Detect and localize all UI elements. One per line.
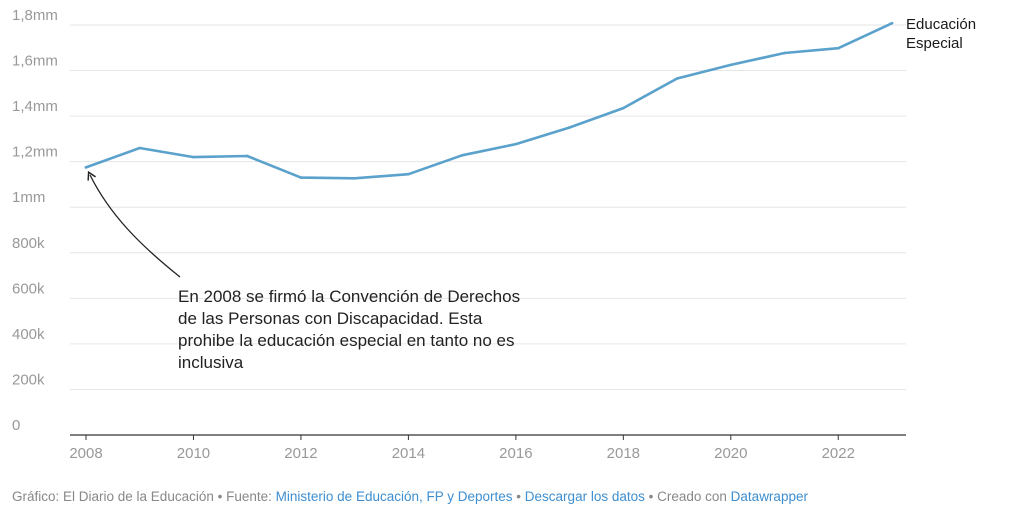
- series-line-educacion-especial: [84, 21, 894, 180]
- y-tick-label: 1,8mm: [12, 7, 58, 24]
- datawrapper-link[interactable]: Datawrapper: [730, 489, 808, 504]
- annotation-text: En 2008 se firmó la Convención de Derech…: [178, 287, 521, 372]
- data-point: [84, 166, 88, 169]
- data-point: [890, 21, 894, 25]
- data-point: [675, 77, 679, 80]
- x-tick-label: 2014: [392, 445, 425, 462]
- x-tick-label: 2020: [714, 445, 747, 462]
- footer-credit: Gráfico: El Diario de la Educación: [12, 489, 214, 504]
- data-point: [192, 155, 195, 159]
- x-tick-label: 2022: [822, 445, 855, 462]
- line-chart: 0 200k 400k 600k 800k 1mm 1,2mm 1,4mm 1,6mm 1,8mm…: [12, 7, 976, 462]
- y-tick-label: 200k: [12, 371, 45, 388]
- y-tick-label: 0: [12, 417, 20, 434]
- x-tick-label: 2010: [177, 445, 210, 462]
- data-point: [568, 126, 571, 129]
- data-point: [514, 142, 518, 146]
- chart-footer: Gráfico: El Diario de la Educación • Fue…: [12, 489, 808, 504]
- data-point: [407, 172, 410, 176]
- data-point: [622, 106, 625, 110]
- data-point: [245, 154, 249, 158]
- series-layer: Educación Especial: [84, 16, 976, 180]
- footer-created-with: • Creado con: [648, 489, 727, 504]
- y-axis: 0 200k 400k 600k 800k 1mm 1,2mm 1,4mm 1,6mm 1,8mm: [12, 7, 58, 434]
- y-tick-label: 400k: [12, 326, 45, 343]
- y-tick-label: 1mm: [12, 189, 45, 206]
- y-tick-label: 1,4mm: [12, 98, 58, 115]
- data-point: [138, 146, 142, 150]
- series-label: Educación Especial: [906, 16, 976, 52]
- data-point: [836, 46, 840, 50]
- x-tick-label: 2016: [499, 445, 532, 462]
- x-tick-label: 2008: [69, 445, 102, 462]
- x-axis: 2008 2010 2012 2014 2016 2018 2020 2022: [69, 435, 855, 462]
- gridlines: [70, 24, 906, 436]
- data-point: [783, 51, 786, 55]
- download-data-link[interactable]: Descargar los datos: [524, 489, 645, 504]
- x-tick-label: 2012: [284, 445, 317, 462]
- annotation-arrow: [87, 170, 181, 278]
- footer-separator: •: [516, 489, 522, 504]
- data-point: [729, 63, 733, 67]
- data-point: [299, 176, 303, 179]
- footer-source-link[interactable]: Ministerio de Educación, FP y Deportes: [275, 489, 513, 504]
- data-point: [353, 176, 356, 180]
- y-tick-label: 600k: [12, 280, 45, 297]
- y-tick-label: 1,2mm: [12, 144, 58, 161]
- y-tick-label: 1,6mm: [12, 53, 58, 70]
- y-tick-label: 800k: [12, 235, 45, 252]
- data-point: [460, 153, 464, 157]
- footer-source-prefix: • Fuente:: [217, 489, 272, 504]
- x-tick-label: 2018: [607, 445, 640, 462]
